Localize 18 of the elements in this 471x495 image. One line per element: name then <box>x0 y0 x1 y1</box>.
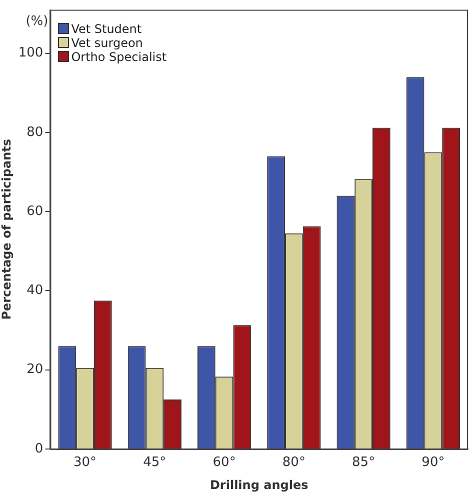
y-tick-label: 60 <box>26 204 44 219</box>
x-tick-label: 45° <box>143 455 166 470</box>
x-tick-label: 80° <box>282 455 306 470</box>
x-tick-label: 85° <box>352 455 376 470</box>
y-tick-label: 0 <box>34 441 44 456</box>
legend-label: Ortho Specialist <box>71 50 167 64</box>
y-tick-label: 20 <box>26 362 44 378</box>
x-tick-label: 30° <box>74 455 97 470</box>
x-tick-label: 60° <box>212 455 236 470</box>
x-tick-label: 90° <box>422 455 445 470</box>
y-tick-label: 40 <box>26 283 44 298</box>
legend-label: Vet surgeon <box>71 36 143 50</box>
legend-label: Vet Student <box>71 22 142 36</box>
y-tick-label: 100 <box>18 46 44 61</box>
y-tick-label: 80 <box>26 124 44 140</box>
y-axis-title: Percentage of participants <box>0 138 14 320</box>
text: (%) <box>26 14 48 30</box>
x-axis-title: Drilling angles <box>210 478 308 492</box>
